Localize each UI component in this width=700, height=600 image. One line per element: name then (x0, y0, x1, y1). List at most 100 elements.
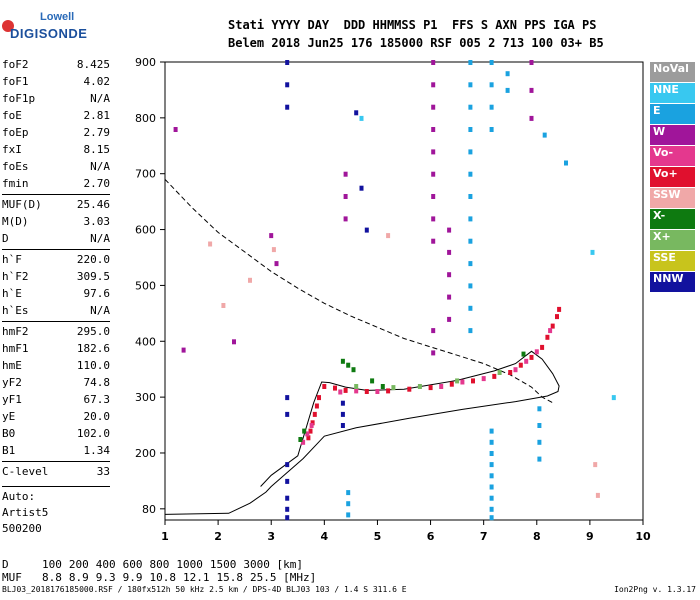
echo-point (489, 428, 494, 434)
echo-point (611, 395, 616, 401)
param-value: 8.425 (76, 58, 110, 71)
echo-point (468, 149, 473, 155)
echo-point (391, 385, 396, 391)
param-row: fxI 8.15 (2, 141, 110, 158)
echo-point (359, 185, 364, 191)
echo-point (285, 82, 290, 88)
echo-point (542, 132, 547, 138)
param-row: h`E 97.6 (2, 285, 110, 302)
dashed-profile-curve (164, 178, 553, 404)
legend-entry: NoVal (650, 62, 695, 82)
legend-entry: Vo- (650, 146, 695, 166)
echo-point (489, 104, 494, 110)
echo-point (505, 87, 510, 93)
param-value: 3.03 (83, 215, 111, 228)
param-value: 1.34 (83, 444, 111, 457)
echo-point (306, 435, 311, 441)
row-value: 10.8 (149, 571, 177, 584)
param-label: foE (2, 109, 22, 122)
param-row: yE 20.0 (2, 408, 110, 425)
param-row: foEs N/A (2, 158, 110, 175)
param-label: fmin (2, 177, 29, 190)
echo-point (449, 381, 454, 387)
row-value: 25.5 [MHz] (250, 571, 317, 584)
row-value: 12.1 (183, 571, 210, 584)
param-label: h`F2 (2, 270, 29, 283)
param-row: foF2 8.425 (2, 56, 110, 73)
echo-point (521, 351, 526, 357)
echo-point (285, 104, 290, 110)
param-label: C-level (2, 465, 49, 478)
param-label: hmF2 (2, 325, 29, 338)
echo-point (354, 384, 359, 389)
param-value: 295.0 (76, 325, 110, 338)
echo-point (550, 323, 555, 329)
echo-point (590, 249, 595, 255)
row-value: 600 (122, 558, 143, 571)
echo-point (314, 403, 319, 409)
param-row: yF2 74.8 (2, 374, 110, 391)
row-value: 15.8 (216, 571, 244, 584)
echo-point (340, 400, 345, 406)
echo-point (489, 82, 494, 88)
x-tick-label: 7 (480, 530, 488, 543)
echo-point (364, 227, 369, 233)
param-value: N/A (90, 232, 110, 245)
param-label: M(D) (2, 215, 29, 228)
param-value: N/A (90, 92, 110, 105)
row-value: 9.9 (122, 571, 143, 584)
y-tick-label: 300 (135, 391, 156, 404)
echo-point (359, 115, 364, 121)
muf-row: MUF 8.8 8.9 9.3 9.9 10.8 12.1 15.8 25.5 [MHz] (2, 571, 323, 584)
x-tick-label: 5 (374, 530, 382, 543)
param-value: N/A (90, 304, 110, 317)
echo-point (269, 233, 274, 239)
param-value: 220.0 (76, 253, 110, 266)
version-label: Ion2Png v. 1.3.17 (614, 585, 696, 594)
polarization-legend: NoVal NNE E W Vo- Vo+ SSW X- X+ SSE NNW (650, 62, 695, 293)
param-row: C-level 33 (2, 461, 110, 480)
echo-point (343, 387, 348, 393)
echo-point (489, 451, 494, 456)
distance-row: D 100 200 400 600 800 1000 1500 3000 [km] (2, 558, 323, 571)
echo-point (439, 384, 444, 389)
param-label: foEs (2, 160, 29, 173)
legend-entry: E (650, 104, 695, 124)
param-row: hmF1 182.6 (2, 340, 110, 357)
param-row: yF1 67.3 (2, 391, 110, 408)
echo-point (489, 506, 494, 512)
logo-mark-icon (2, 20, 14, 32)
echo-point (338, 389, 343, 395)
x-tick-label: 10 (635, 530, 651, 543)
echo-point (333, 385, 337, 391)
echo-point (285, 515, 290, 521)
param-label: yE (2, 410, 16, 423)
echo-point (595, 492, 600, 498)
echo-point (489, 484, 494, 490)
echo-point (346, 501, 351, 507)
param-row: h`Es N/A (2, 302, 110, 319)
echo-point (343, 194, 348, 199)
param-value: 2.70 (83, 177, 111, 190)
echo-point (181, 347, 186, 353)
param-row: foE 2.81 (2, 107, 110, 124)
echo-point (564, 160, 568, 166)
param-row: D N/A (2, 230, 110, 247)
logo-line2: DIGISONDE (10, 26, 88, 41)
file-info-footer: BLJ03_2018176185000.RSF / 180fx512h 50 k… (2, 585, 407, 594)
param-row: hmF2 295.0 (2, 321, 110, 340)
param-value: 2.79 (83, 126, 111, 139)
echo-point (468, 104, 473, 110)
param-label: D (2, 232, 9, 245)
logo-line1: Lowell (40, 11, 75, 23)
echo-point (386, 388, 391, 394)
echo-point (489, 127, 494, 132)
param-label: MUF(D) (2, 198, 42, 211)
echo-point (232, 339, 236, 345)
param-label: foF2 (2, 58, 29, 71)
echo-point (471, 378, 475, 384)
x-tick-label: 4 (321, 530, 329, 543)
row-label: D (2, 558, 9, 571)
echo-point (346, 490, 351, 496)
echo-point (354, 110, 359, 116)
